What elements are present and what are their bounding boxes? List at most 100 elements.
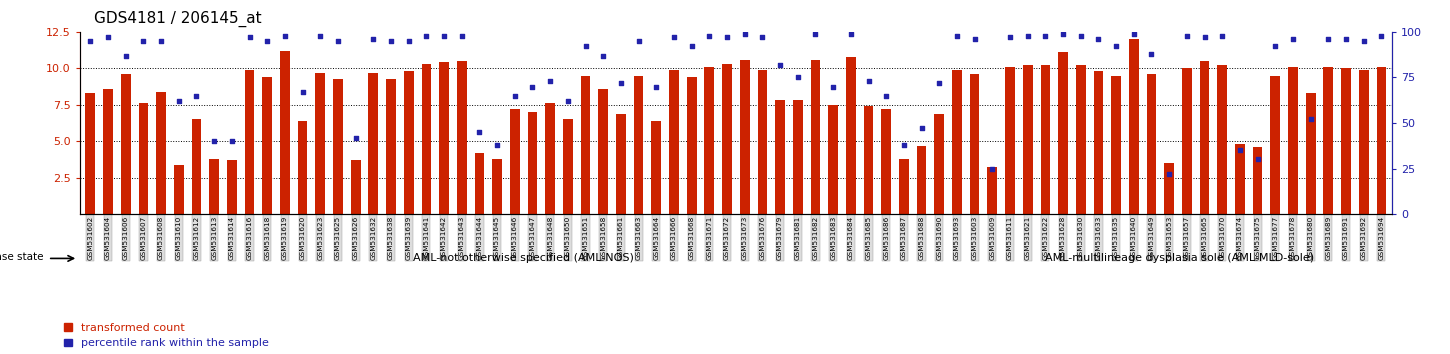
Point (557, 98, 580, 104)
Point (592, 53, 615, 58)
Bar (1306, 93, 1315, 214)
Point (149, 38, 173, 44)
Point (1051, 31, 1074, 36)
Bar (1324, 67, 1333, 214)
Bar (580, 76, 590, 214)
Point (326, 38, 349, 44)
Bar (1076, 65, 1086, 214)
Point (78, 38, 102, 44)
Bar (103, 89, 113, 214)
Point (1334, 36, 1357, 42)
Bar (845, 57, 855, 214)
Bar (280, 51, 290, 214)
Point (132, 38, 155, 44)
Point (255, 38, 278, 44)
Bar (1164, 163, 1175, 214)
Point (1157, 171, 1180, 177)
Bar (916, 145, 927, 214)
Point (840, 31, 863, 36)
Bar (1199, 61, 1209, 214)
Bar (120, 74, 130, 214)
Bar (987, 167, 998, 214)
Point (1211, 33, 1234, 38)
Bar (953, 70, 961, 214)
Point (1246, 156, 1269, 162)
Point (1016, 33, 1040, 38)
Bar (1359, 70, 1369, 214)
Point (1176, 33, 1199, 38)
Bar (599, 89, 608, 214)
Bar (1005, 67, 1015, 214)
Text: GDS4181 / 206145_at: GDS4181 / 206145_at (94, 11, 262, 27)
Point (1122, 31, 1146, 36)
Bar (705, 67, 715, 214)
Point (786, 75, 809, 80)
Bar (1130, 39, 1138, 214)
Bar (228, 160, 236, 214)
Bar (1182, 68, 1192, 214)
Legend: transformed count, percentile rank within the sample: transformed count, percentile rank withi… (64, 323, 270, 348)
Bar (1253, 147, 1263, 214)
Text: disease state: disease state (0, 252, 44, 262)
Point (680, 44, 703, 49)
Point (1193, 34, 1217, 40)
Point (238, 34, 261, 40)
Point (291, 89, 315, 95)
Point (574, 44, 597, 49)
Bar (740, 59, 750, 214)
Point (309, 33, 332, 38)
Point (963, 36, 986, 42)
Bar (1218, 65, 1227, 214)
Point (874, 93, 898, 98)
Point (184, 93, 207, 98)
Bar (405, 71, 413, 214)
Point (999, 34, 1022, 40)
Point (1140, 51, 1163, 57)
Bar (174, 165, 184, 214)
Bar (793, 101, 803, 214)
Bar (191, 119, 202, 214)
Point (751, 34, 774, 40)
Bar (245, 70, 254, 214)
Bar (668, 70, 679, 214)
Point (397, 38, 420, 44)
Bar (1111, 76, 1121, 214)
Bar (1093, 71, 1103, 214)
Bar (492, 159, 502, 214)
Bar (474, 153, 484, 214)
Point (1228, 148, 1251, 153)
Text: AML-multilineage dysplasia sole (AML-MLD-sole): AML-multilineage dysplasia sole (AML-MLD… (1044, 253, 1314, 263)
Point (945, 33, 969, 38)
Bar (422, 64, 431, 214)
Point (911, 126, 934, 131)
Point (609, 80, 632, 86)
Bar (1041, 65, 1050, 214)
Point (892, 142, 915, 148)
Point (1069, 33, 1092, 38)
Point (663, 34, 686, 40)
Point (450, 33, 473, 38)
Bar (899, 159, 909, 214)
Bar (1147, 74, 1156, 214)
Point (361, 36, 384, 42)
Point (822, 84, 845, 89)
Bar (1341, 68, 1351, 214)
Point (1282, 36, 1305, 42)
Bar (1376, 67, 1386, 214)
Point (857, 78, 880, 84)
Bar (316, 73, 325, 214)
Point (97, 34, 120, 40)
Bar (934, 114, 944, 214)
Point (734, 31, 757, 36)
Point (486, 142, 509, 148)
Bar (776, 101, 784, 214)
Point (203, 138, 226, 144)
Bar (262, 77, 273, 214)
Point (167, 98, 190, 104)
Point (380, 38, 403, 44)
Point (645, 84, 668, 89)
Point (521, 84, 544, 89)
Text: AML-not otherwise specified (AML-NOS): AML-not otherwise specified (AML-NOS) (413, 253, 634, 263)
Point (1105, 44, 1128, 49)
Bar (882, 109, 892, 214)
